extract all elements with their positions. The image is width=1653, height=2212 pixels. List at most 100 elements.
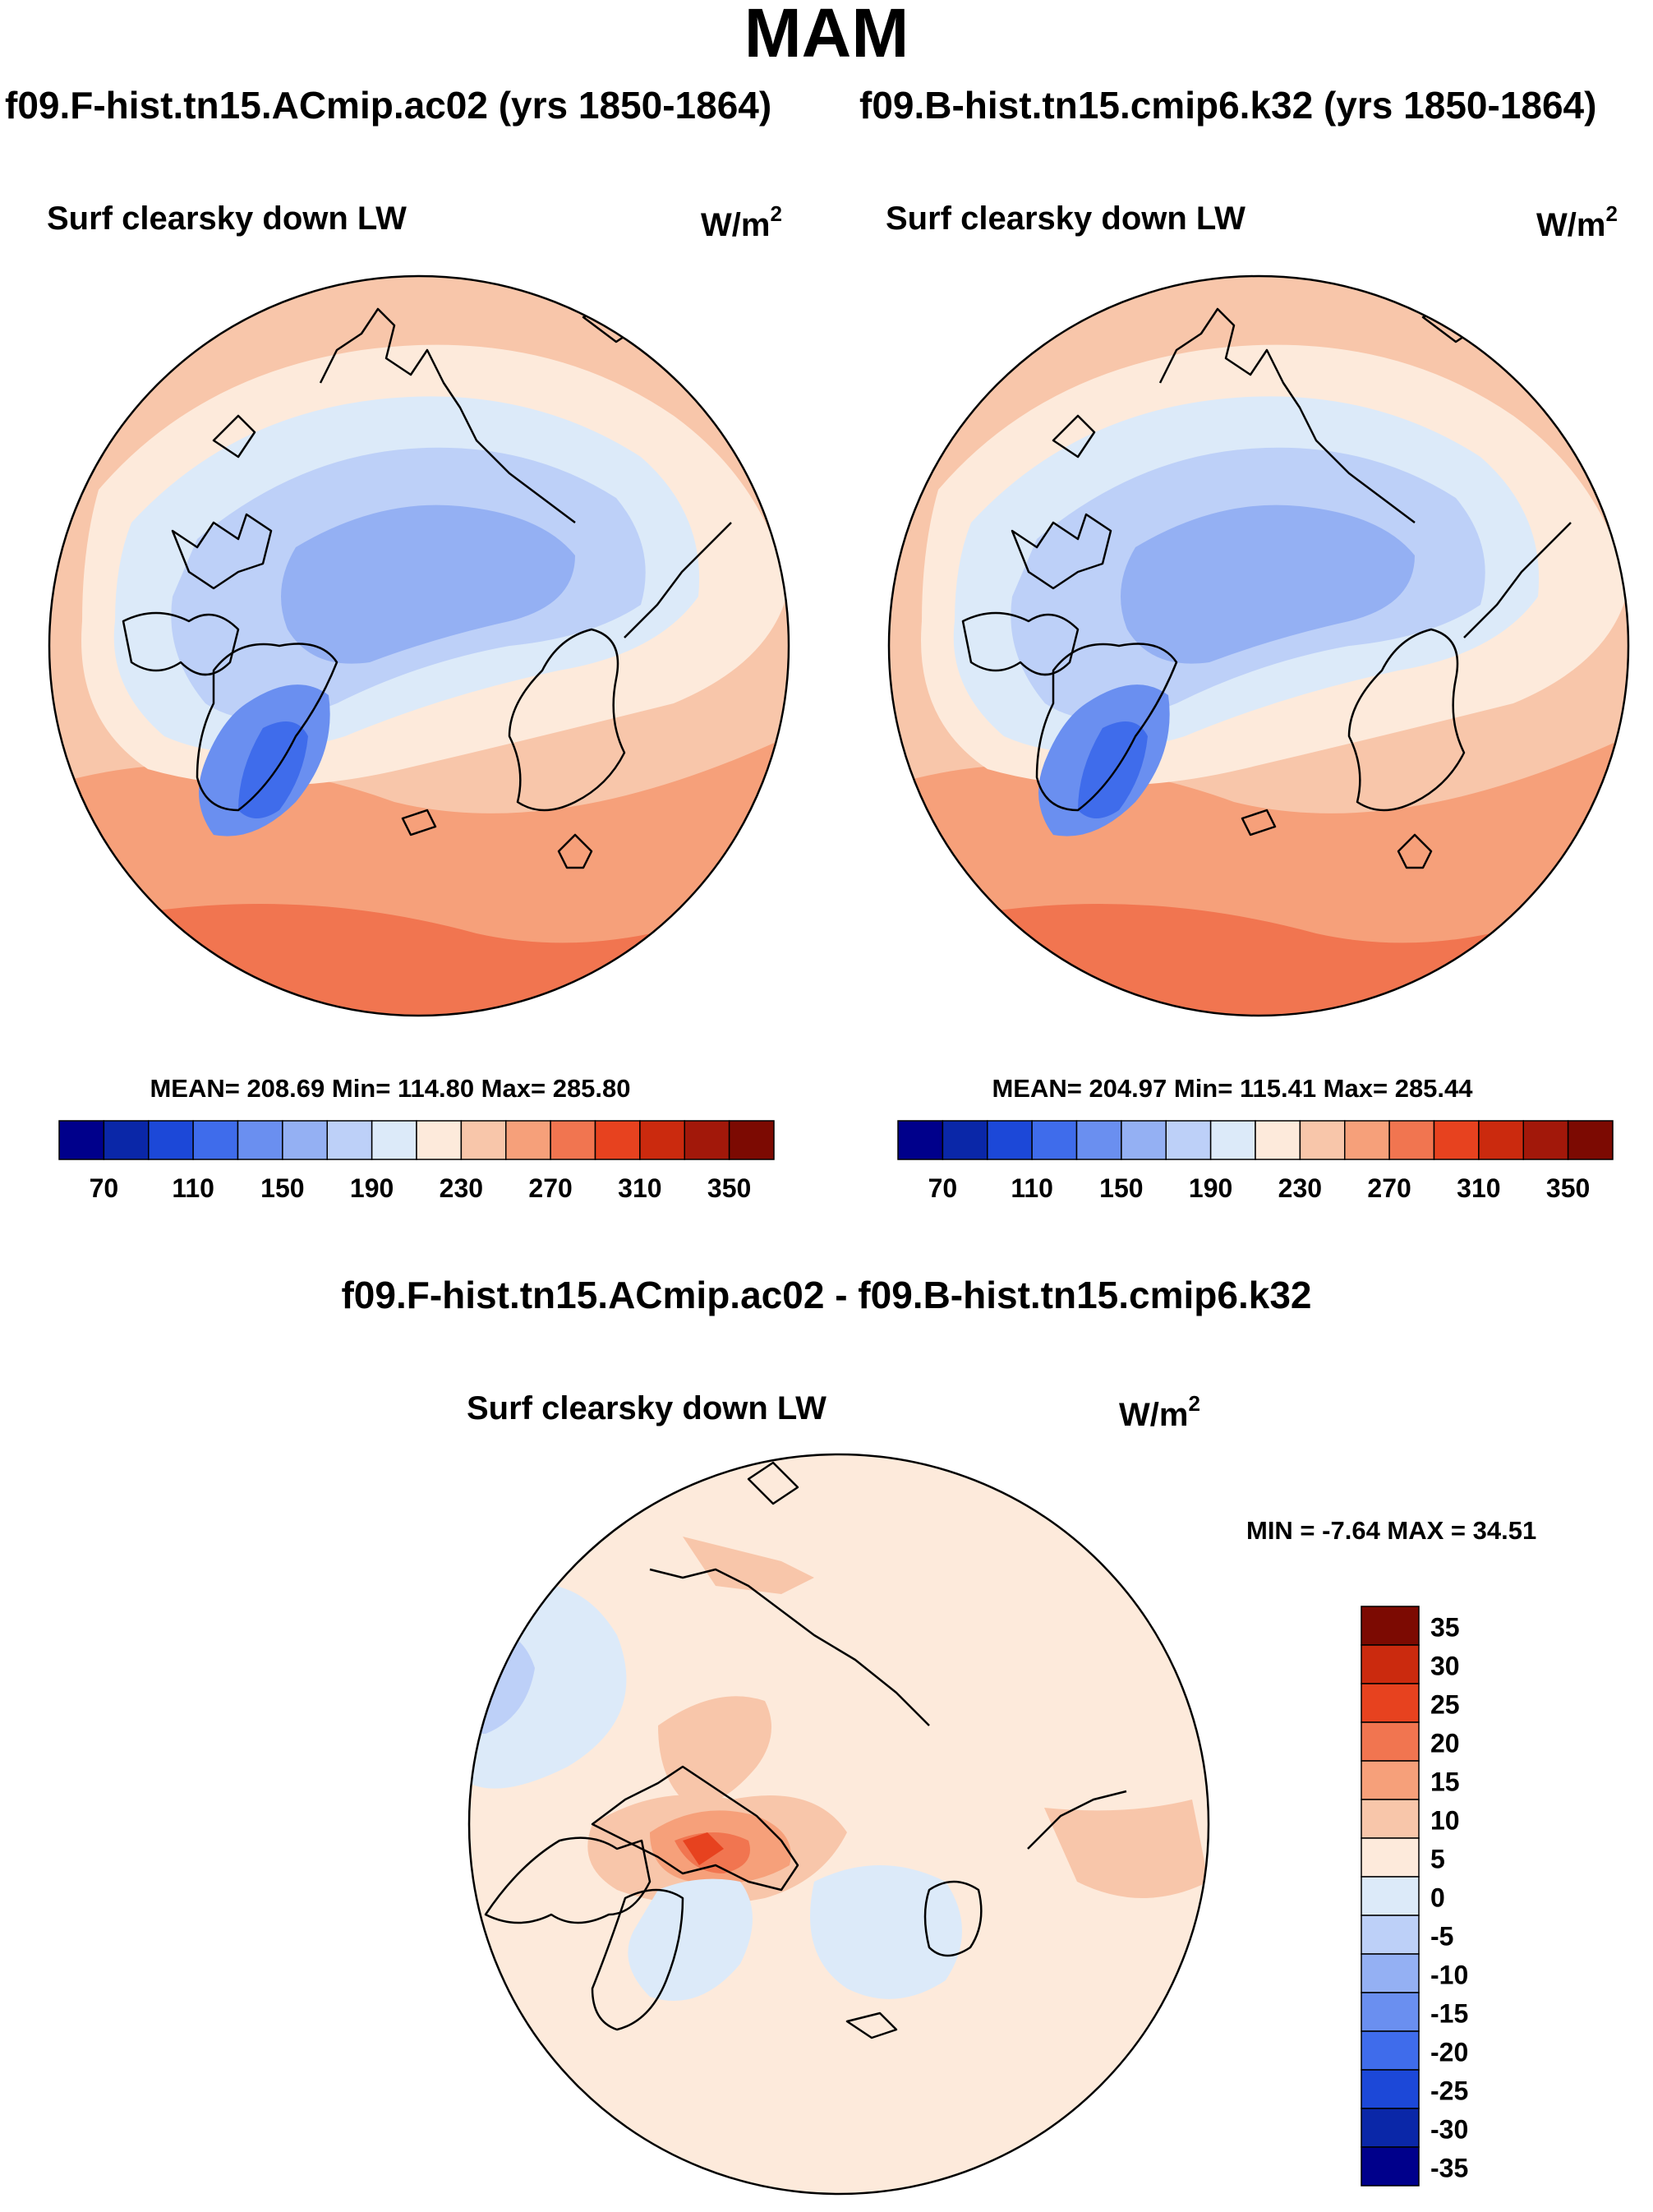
right-subtitle: Surf clearsky down LW bbox=[886, 200, 1246, 237]
left-colorbar-label: 190 bbox=[350, 1173, 394, 1203]
right-colorbar-label: 190 bbox=[1189, 1173, 1232, 1203]
diff-map-field bbox=[469, 1454, 1209, 2194]
diff-colorbar-box bbox=[1361, 2146, 1420, 2187]
right-colorbar-box bbox=[1255, 1120, 1301, 1160]
right-colorbar-box bbox=[1522, 1120, 1569, 1160]
diff-colorbar-label: 0 bbox=[1430, 1883, 1445, 1913]
right-colorbar-box bbox=[1433, 1120, 1480, 1160]
diff-colorbar-label: -20 bbox=[1430, 2038, 1468, 2067]
right-colorbar-box bbox=[1344, 1120, 1390, 1160]
right-colorbar-box bbox=[1121, 1120, 1167, 1160]
main-title: MAM bbox=[744, 0, 909, 71]
diff-colorbar-box bbox=[1361, 1915, 1420, 1955]
left-colorbar-label: 350 bbox=[707, 1173, 751, 1203]
left-colorbar-box bbox=[728, 1120, 775, 1160]
right-stats: MEAN= 204.97 Min= 115.41 Max= 285.44 bbox=[992, 1074, 1473, 1103]
right-colorbar-box bbox=[1075, 1120, 1122, 1160]
left-colorbar-box bbox=[371, 1120, 417, 1160]
right-colorbar-box bbox=[942, 1120, 988, 1160]
right-colorbar-box bbox=[1299, 1120, 1346, 1160]
left-colorbar-label: 270 bbox=[528, 1173, 572, 1203]
left-colorbar-label: 110 bbox=[172, 1173, 214, 1203]
left-colorbar: 70 110 150 190 230 270 310 350 bbox=[58, 1120, 775, 1203]
diff-colorbar-box bbox=[1361, 1799, 1420, 1839]
right-colorbar-box bbox=[1031, 1120, 1078, 1160]
left-map-field bbox=[49, 276, 789, 1016]
diff-stats: MIN = -7.64 MAX = 34.51 bbox=[1246, 1516, 1537, 1545]
diff-colorbar-box bbox=[1361, 1992, 1420, 2032]
right-colorbar-box bbox=[1165, 1120, 1212, 1160]
diff-colorbar-box bbox=[1361, 1683, 1420, 1723]
difference-title: f09.F-hist.tn15.ACmip.ac02 - f09.B-hist.… bbox=[341, 1274, 1312, 1316]
diff-colorbar-label: 15 bbox=[1430, 1767, 1460, 1797]
diff-colorbar-label: 35 bbox=[1430, 1613, 1460, 1643]
left-colorbar-box bbox=[460, 1120, 507, 1160]
left-units: W/m2 bbox=[701, 201, 782, 243]
right-units: W/m2 bbox=[1536, 201, 1618, 243]
right-colorbar-box bbox=[1478, 1120, 1524, 1160]
left-colorbar-label: 70 bbox=[90, 1173, 119, 1203]
diff-colorbar-box bbox=[1361, 1953, 1420, 1993]
diff-colorbar-box bbox=[1361, 1644, 1420, 1684]
right-colorbar-box bbox=[987, 1120, 1033, 1160]
right-colorbar-label: 150 bbox=[1099, 1173, 1143, 1203]
diff-colorbar-label: -35 bbox=[1430, 2154, 1468, 2183]
right-colorbar-box bbox=[1567, 1120, 1614, 1160]
diff-colorbar-label: -30 bbox=[1430, 2115, 1468, 2145]
left-colorbar-label: 230 bbox=[440, 1173, 483, 1203]
diff-colorbar-label: 20 bbox=[1430, 1729, 1460, 1758]
right-map-field bbox=[889, 276, 1628, 1016]
diff-colorbar-label: 10 bbox=[1430, 1806, 1460, 1836]
left-colorbar-box bbox=[237, 1120, 283, 1160]
left-colorbar-box bbox=[103, 1120, 150, 1160]
diff-units: W/m2 bbox=[1119, 1391, 1200, 1433]
left-subtitle: Surf clearsky down LW bbox=[47, 200, 407, 237]
left-colorbar-box bbox=[594, 1120, 641, 1160]
diff-colorbar-label: -25 bbox=[1430, 2076, 1468, 2106]
diff-colorbar-box bbox=[1361, 1606, 1420, 1646]
diff-colorbar-box bbox=[1361, 1837, 1420, 1878]
right-case-title: f09.B-hist.tn15.cmip6.k32 (yrs 1850-1864… bbox=[859, 84, 1597, 127]
left-colorbar-box bbox=[639, 1120, 685, 1160]
right-colorbar-box bbox=[1209, 1120, 1256, 1160]
diff-colorbar-label: 30 bbox=[1430, 1652, 1460, 1681]
right-map-border bbox=[887, 274, 1630, 1017]
left-colorbar-label: 310 bbox=[618, 1173, 661, 1203]
diff-colorbar-box bbox=[1361, 1760, 1420, 1800]
right-colorbar-label: 70 bbox=[928, 1173, 958, 1203]
left-colorbar-box bbox=[416, 1120, 463, 1160]
diff-colorbar-box bbox=[1361, 2108, 1420, 2148]
right-colorbar-label: 270 bbox=[1367, 1173, 1411, 1203]
right-colorbar-box bbox=[897, 1120, 944, 1160]
diff-colorbar-label: -15 bbox=[1430, 1999, 1468, 2029]
right-colorbar-label: 110 bbox=[1011, 1173, 1053, 1203]
left-stats: MEAN= 208.69 Min= 114.80 Max= 285.80 bbox=[150, 1074, 631, 1103]
left-colorbar-box bbox=[192, 1120, 239, 1160]
diff-colorbar-label: -10 bbox=[1430, 1961, 1468, 1990]
right-colorbar-label: 310 bbox=[1457, 1173, 1500, 1203]
diff-colorbar-label: 25 bbox=[1430, 1690, 1460, 1720]
left-colorbar-label: 150 bbox=[260, 1173, 304, 1203]
diff-colorbar: 35 30 25 20 15 10 5 0 -5 -10 -15 -20 -25 -30 -35 bbox=[1361, 1606, 1468, 2187]
left-colorbar-box bbox=[58, 1120, 105, 1160]
left-colorbar-box bbox=[505, 1120, 551, 1160]
right-colorbar-label: 350 bbox=[1546, 1173, 1590, 1203]
right-colorbar: 70 110 150 190 230 270 310 350 bbox=[897, 1120, 1614, 1203]
diff-map-border bbox=[467, 1453, 1210, 2196]
left-colorbar-box bbox=[148, 1120, 194, 1160]
diff-colorbar-box bbox=[1361, 2069, 1420, 2109]
left-colorbar-box bbox=[550, 1120, 596, 1160]
left-colorbar-box bbox=[326, 1120, 373, 1160]
left-map-border bbox=[48, 274, 790, 1017]
diff-subtitle: Surf clearsky down LW bbox=[467, 1390, 826, 1426]
right-colorbar-label: 230 bbox=[1278, 1173, 1322, 1203]
left-colorbar-box bbox=[684, 1120, 730, 1160]
diff-colorbar-label: 5 bbox=[1430, 1845, 1445, 1874]
left-colorbar-box bbox=[282, 1120, 328, 1160]
right-colorbar-box bbox=[1388, 1120, 1435, 1160]
diff-colorbar-box bbox=[1361, 2030, 1420, 2071]
left-case-title: f09.F-hist.tn15.ACmip.ac02 (yrs 1850-186… bbox=[5, 84, 772, 127]
diff-colorbar-box bbox=[1361, 1721, 1420, 1762]
